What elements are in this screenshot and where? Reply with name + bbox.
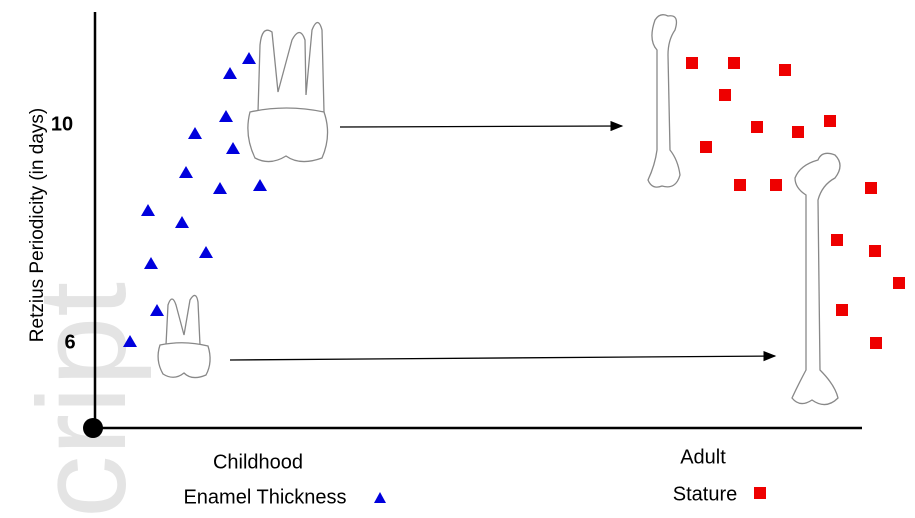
triangle-marker — [213, 182, 227, 194]
femur-small — [648, 15, 680, 187]
triangle-marker — [175, 216, 189, 228]
square-marker — [869, 245, 881, 257]
arrow — [230, 356, 775, 360]
tooth-small — [158, 295, 210, 377]
femur-large — [792, 153, 840, 404]
square-marker — [893, 277, 905, 289]
square-marker — [751, 121, 763, 133]
triangle-marker — [144, 257, 158, 269]
triangle-marker — [226, 142, 240, 154]
triangle-marker — [199, 246, 213, 258]
molar-large — [248, 23, 328, 162]
square-marker — [836, 304, 848, 316]
triangle-marker — [219, 110, 233, 122]
square-marker — [779, 64, 791, 76]
square-marker — [824, 115, 836, 127]
square-marker — [770, 179, 782, 191]
square-marker — [700, 141, 712, 153]
square-marker — [686, 57, 698, 69]
square-marker — [719, 89, 731, 101]
legend-triangle — [374, 492, 386, 503]
group-label: Adult — [680, 446, 726, 468]
triangle-marker — [150, 304, 164, 316]
figure: cript 10 6 Retzius Periodicity (in days)… — [0, 0, 915, 518]
arrow — [340, 126, 622, 127]
tick-label: 6 — [64, 331, 75, 353]
square-marker — [792, 126, 804, 138]
group-label: Childhood — [213, 451, 303, 473]
axis-label: Retzius Periodicity (in days) — [27, 108, 48, 342]
group-label: Enamel Thickness — [183, 486, 346, 508]
triangle-marker — [188, 127, 202, 139]
triangle-marker — [141, 204, 155, 216]
triangle-marker — [223, 67, 237, 79]
group-label: Stature — [673, 483, 737, 505]
square-marker — [728, 57, 740, 69]
square-marker — [870, 337, 882, 349]
squares — [686, 57, 905, 349]
square-marker — [734, 179, 746, 191]
triangle-marker — [179, 166, 193, 178]
legend-square — [754, 487, 766, 499]
square-marker — [865, 182, 877, 194]
triangle-marker — [253, 179, 267, 191]
triangle-marker — [242, 52, 256, 64]
tick-label: 10 — [51, 113, 73, 135]
square-marker — [831, 234, 843, 246]
origin-dot — [83, 418, 103, 438]
